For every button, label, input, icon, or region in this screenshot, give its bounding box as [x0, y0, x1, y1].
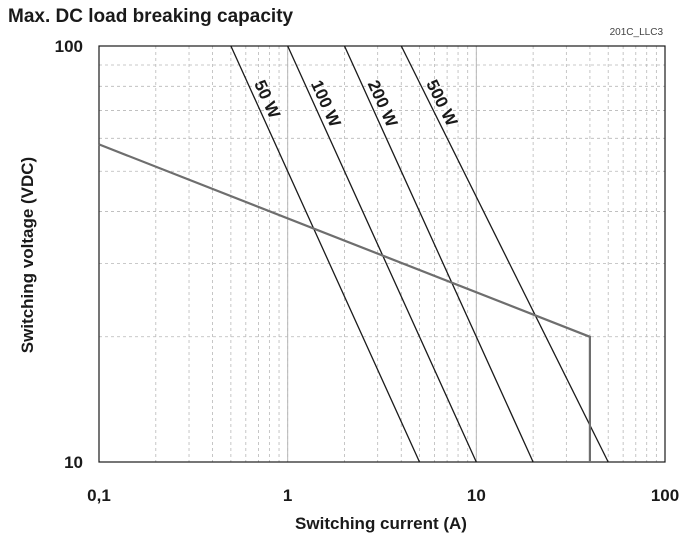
- y-tick-label: 10: [64, 453, 83, 472]
- series-label-100w: 100 W: [307, 77, 345, 130]
- chart-code-label: 201C_LLC3: [609, 27, 663, 38]
- series-lines: [98, 45, 609, 463]
- series-line-100w: [287, 45, 477, 463]
- series-label-200w: 200 W: [364, 77, 402, 130]
- x-tick-label: 100: [651, 486, 679, 505]
- chart-title: Max. DC load breaking capacity: [8, 6, 294, 27]
- y-axis-label: Switching voltage (VDC): [18, 156, 37, 354]
- plot-frame: [98, 45, 666, 463]
- y-tick-label: 100: [55, 37, 83, 56]
- x-axis-label: Switching current (A): [295, 514, 467, 533]
- limit-curve: [98, 143, 592, 462]
- tick-labels: 0,1 1 10 100 10 100: [55, 37, 680, 505]
- x-tick-label: 10: [467, 486, 486, 505]
- series-line-200w: [343, 45, 534, 463]
- x-tick-label: 0,1: [87, 486, 111, 505]
- series-line-500w: [400, 45, 609, 463]
- grid-lines: [99, 46, 665, 462]
- x-tick-label: 1: [283, 486, 292, 505]
- series-line-50w: [230, 45, 421, 463]
- series-label-500w: 500 W: [422, 77, 461, 130]
